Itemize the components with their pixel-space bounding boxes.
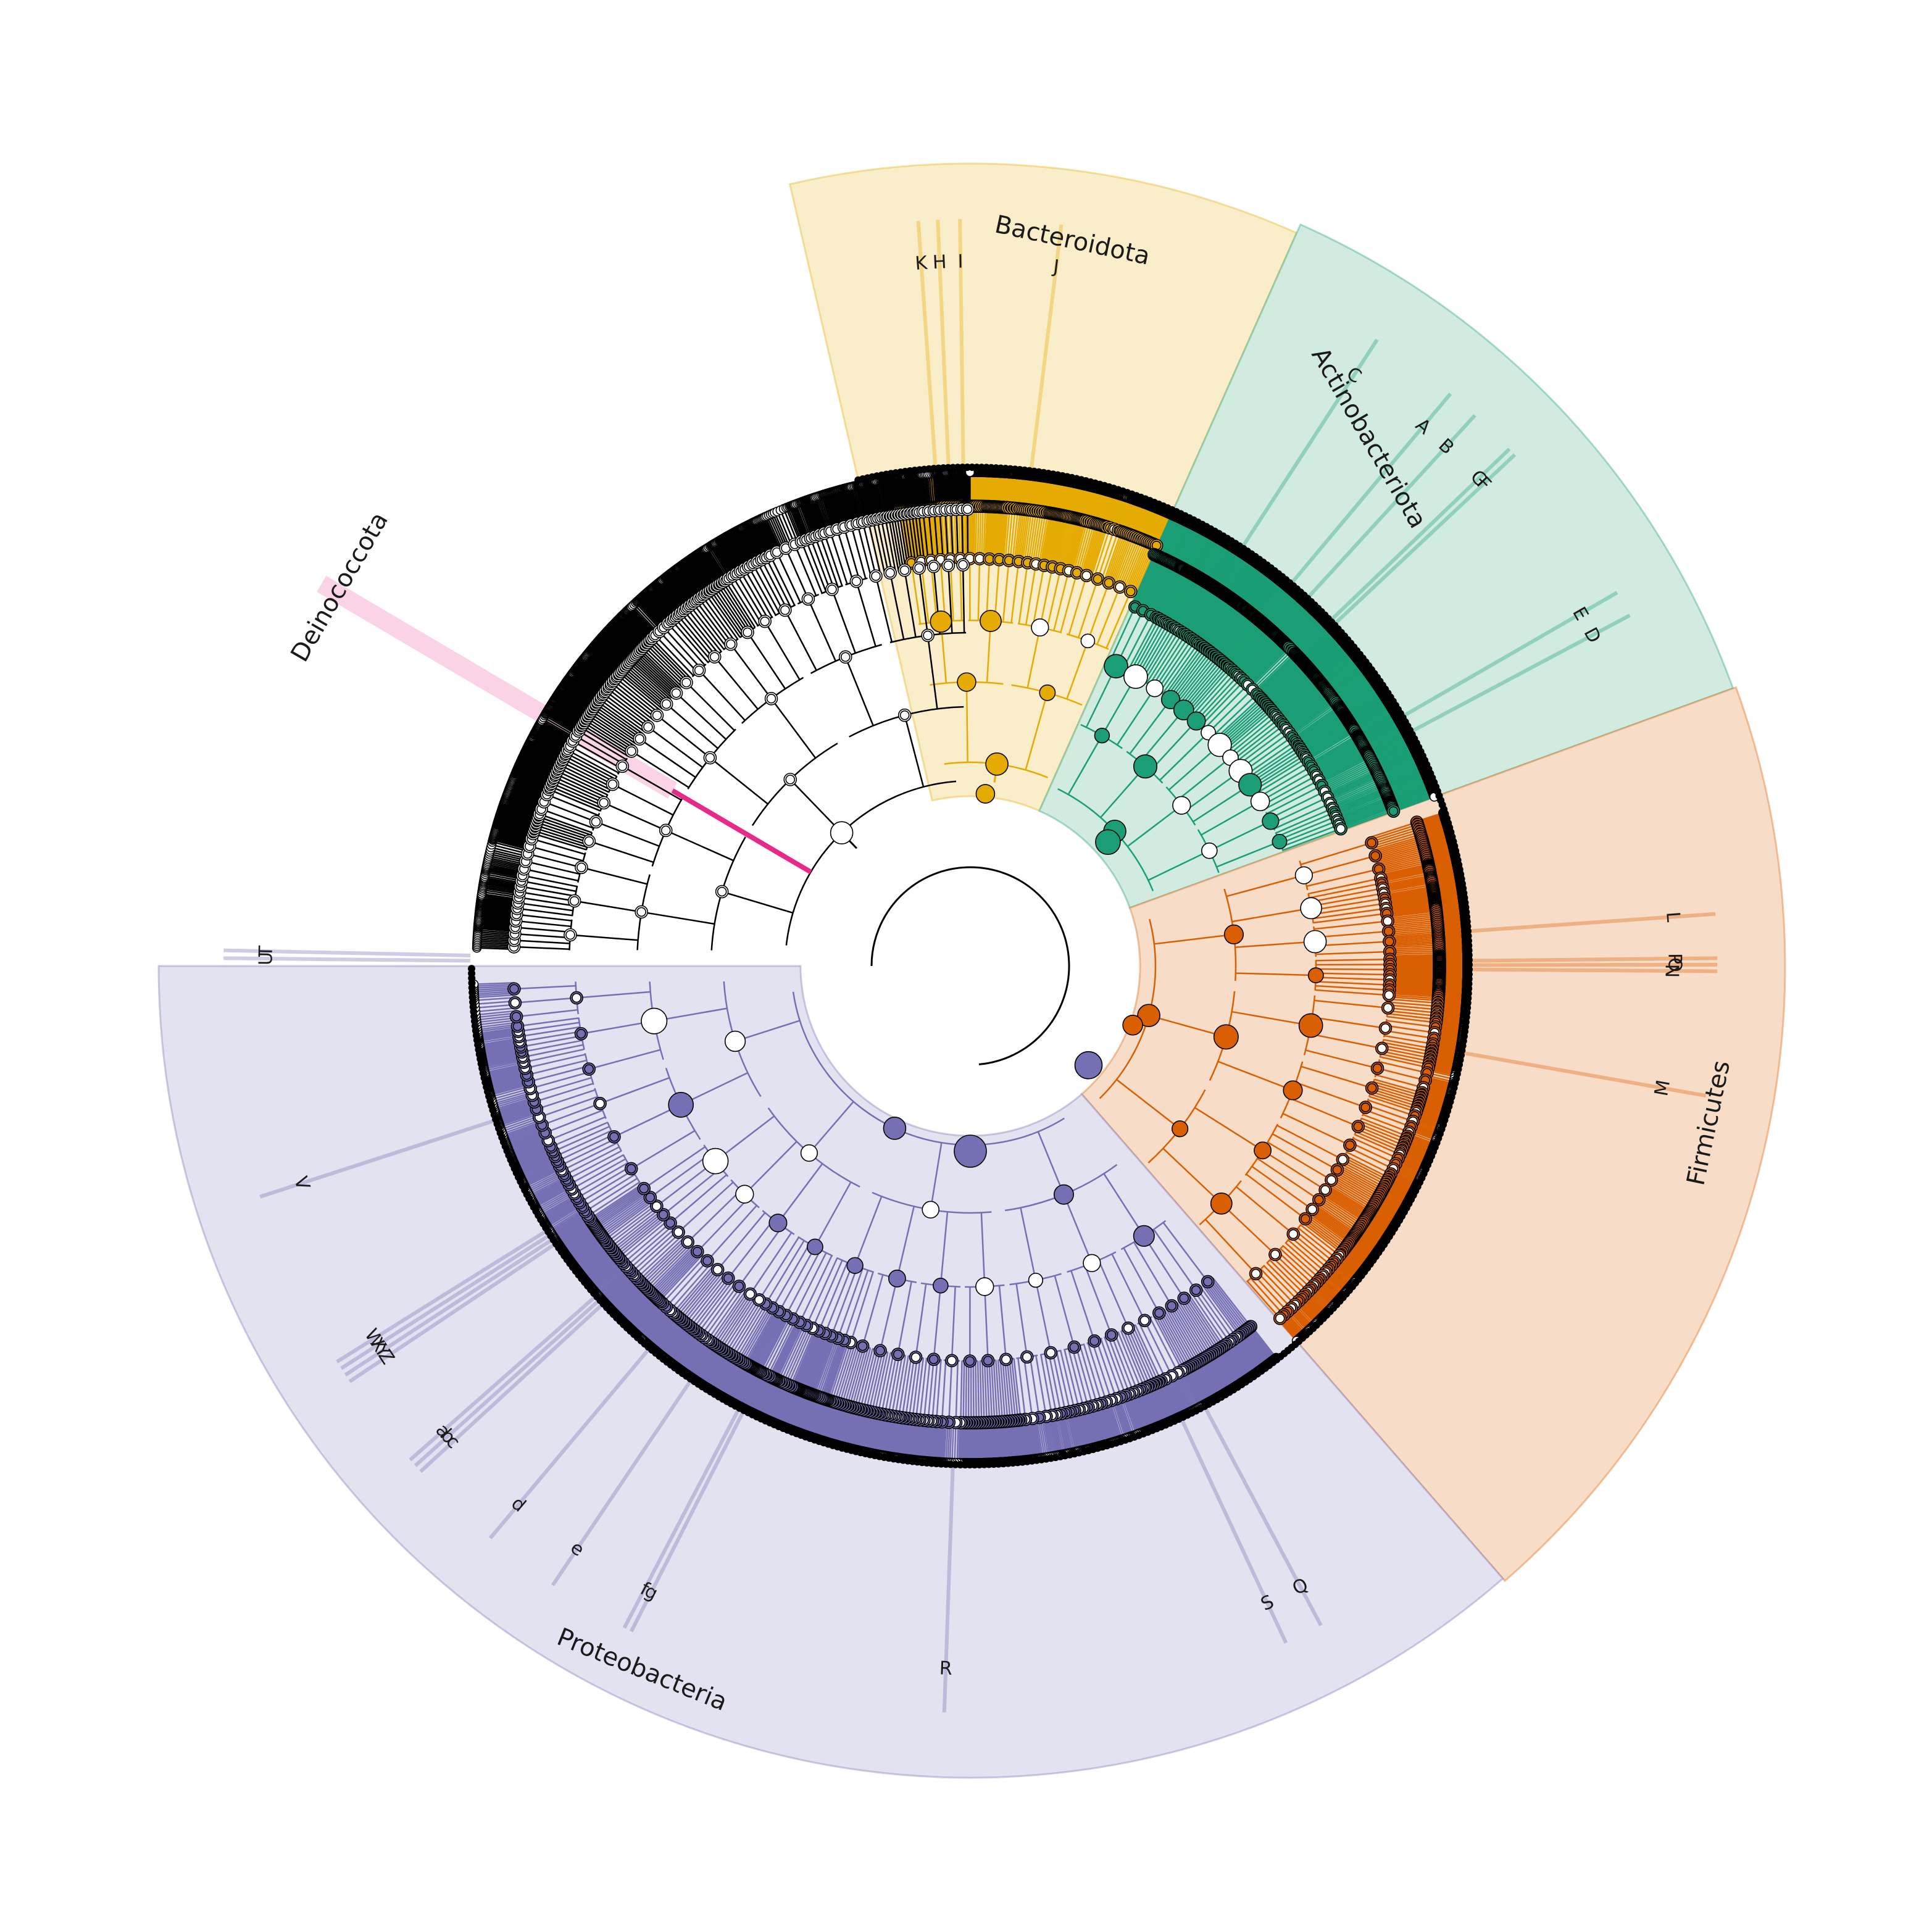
- root-arc-right: [970, 867, 1069, 1064]
- branch: [978, 506, 979, 559]
- branch: [967, 682, 968, 762]
- branch: [974, 506, 975, 559]
- root-arc-top: [872, 867, 970, 966]
